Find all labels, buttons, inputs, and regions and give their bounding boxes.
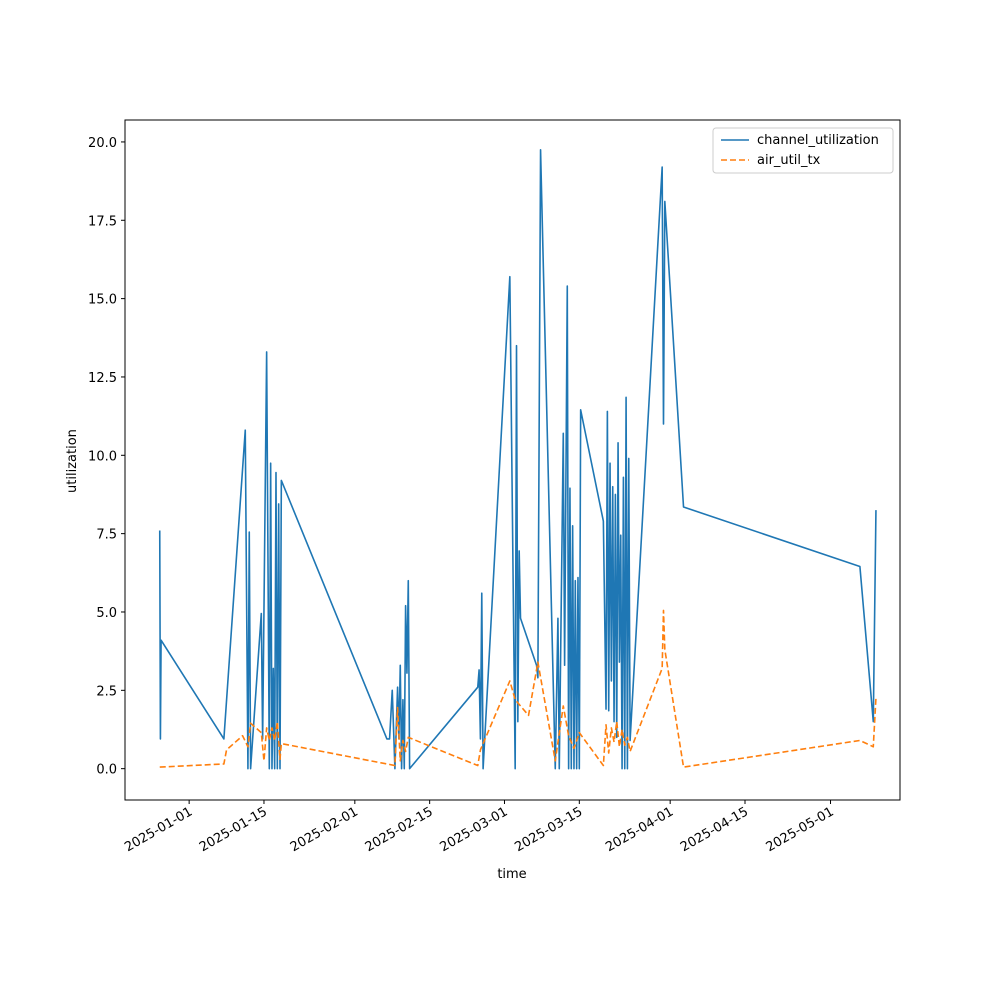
y-axis-ticks: 0.0 2.5 5.0 7.5 10.0 12.5 15.0 17.5 20.0 <box>88 136 125 778</box>
series-line-channel-utilization <box>158 148 877 770</box>
y-tick-label: 12.5 <box>88 371 117 386</box>
y-tick-label: 10.0 <box>88 449 117 464</box>
y-tick-label: 0.0 <box>96 763 117 778</box>
y-tick-label: 5.0 <box>96 606 117 621</box>
y-tick-label: 7.5 <box>96 528 117 543</box>
plot-frame <box>124 119 901 801</box>
legend-box <box>712 127 894 174</box>
legend: channel_utilization air_util_tx <box>712 127 894 174</box>
x-axis-label: time <box>497 867 526 882</box>
y-tick-label: 15.0 <box>88 293 117 308</box>
y-tick-label: 20.0 <box>88 136 117 151</box>
plot-lines <box>158 148 877 770</box>
legend-label-channel-utilization: channel_utilization <box>757 133 879 148</box>
y-axis-label: utilization <box>65 429 80 493</box>
series-line-air-util-tx <box>159 609 877 768</box>
y-tick-label: 2.5 <box>96 684 117 699</box>
legend-label-air-util-tx: air_util_tx <box>757 153 821 168</box>
y-tick-label: 17.5 <box>88 214 117 229</box>
